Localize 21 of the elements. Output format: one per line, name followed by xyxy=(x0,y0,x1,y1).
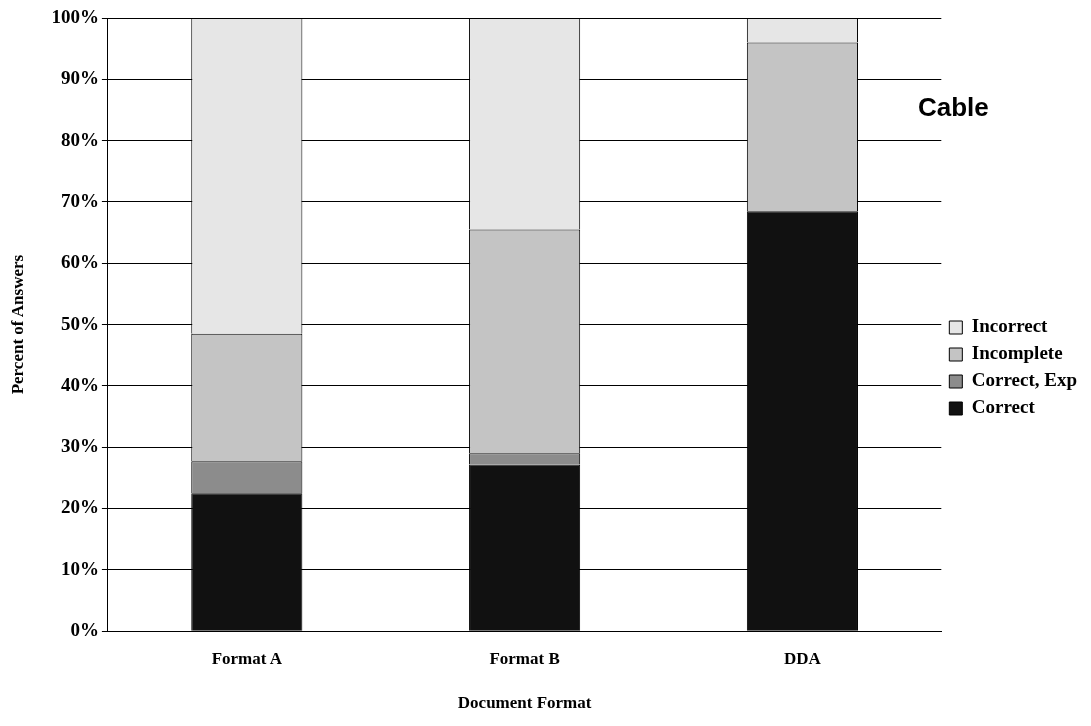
y-tick-label: 100% xyxy=(51,5,99,27)
y-tick-label: 10% xyxy=(60,557,99,579)
y-tick-label: 60% xyxy=(60,251,99,273)
y-tick-label: 90% xyxy=(60,67,99,89)
y-tick-label: 20% xyxy=(60,496,99,518)
x-tick-label: Format A xyxy=(211,648,283,668)
y-tick-label: 80% xyxy=(60,128,99,150)
x-axis-title: Document Format xyxy=(457,693,592,713)
y-tick-label: 30% xyxy=(60,435,99,457)
x-tick-label: DDA xyxy=(784,648,822,668)
legend-label: Incomplete xyxy=(971,342,1063,364)
legend-label: Correct xyxy=(971,396,1036,418)
legend-label: Incorrect xyxy=(971,315,1049,337)
y-axis-title: Percent of Answers xyxy=(7,254,27,395)
y-tick-label: 40% xyxy=(60,373,99,395)
y-tick-label: 70% xyxy=(60,189,99,211)
text: Cable xyxy=(918,92,989,123)
x-tick-label: Format B xyxy=(489,648,560,668)
y-tick-label: 50% xyxy=(60,312,99,334)
y-tick-label: 0% xyxy=(70,619,99,641)
legend-label: Correct, Exp xyxy=(971,369,1078,391)
